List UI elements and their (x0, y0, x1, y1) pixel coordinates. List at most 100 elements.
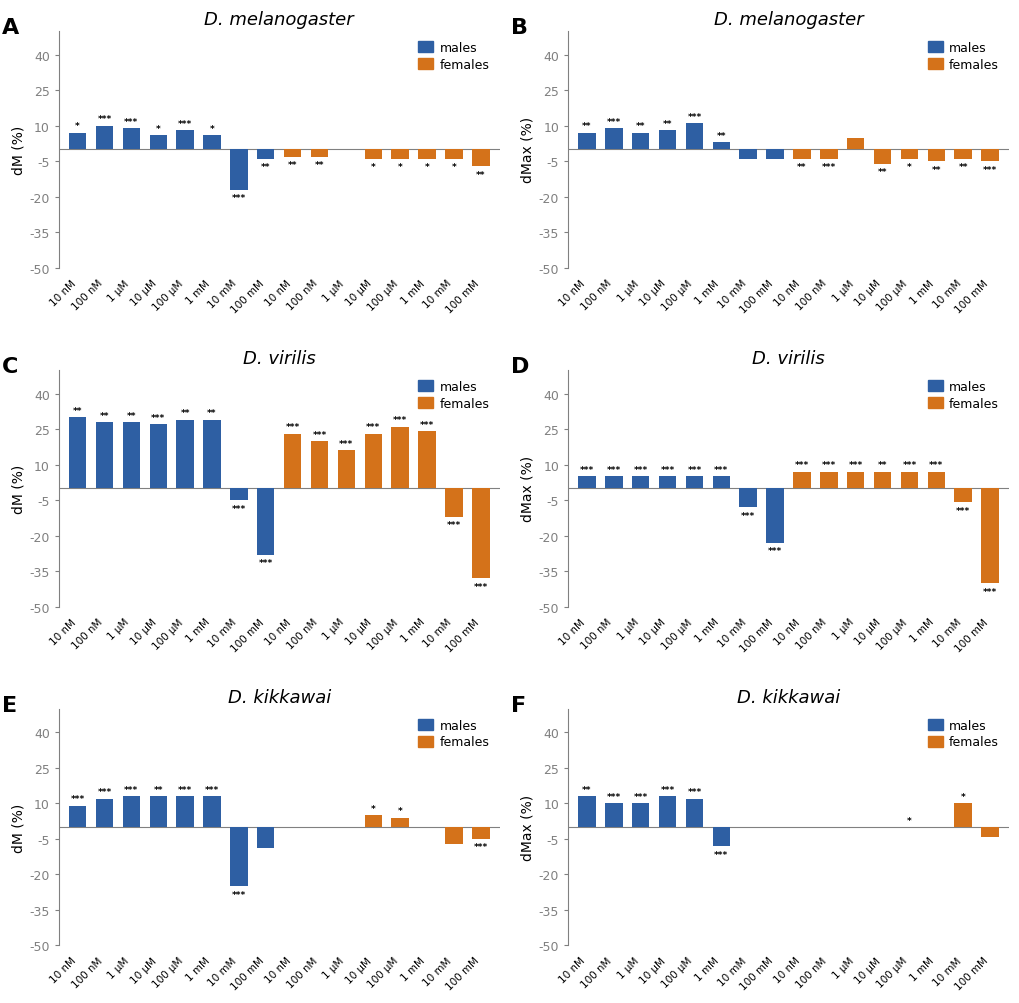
Bar (632, 803, 649, 827)
Bar (873, 472, 891, 488)
Bar (980, 488, 998, 584)
Bar (846, 138, 863, 150)
Bar (203, 136, 220, 150)
Legend: males, females: males, females (415, 38, 493, 75)
Bar (96, 799, 113, 827)
Text: ***: *** (821, 163, 836, 173)
Text: E: E (1, 695, 16, 715)
Text: ***: *** (606, 117, 621, 126)
Text: **: ** (582, 785, 591, 794)
Legend: males, females: males, females (923, 38, 1002, 75)
Legend: males, females: males, females (923, 377, 1002, 414)
Text: ***: *** (821, 460, 836, 469)
Text: ***: *** (124, 785, 139, 794)
Bar (846, 472, 863, 488)
Legend: males, females: males, females (923, 715, 1002, 752)
Bar (658, 796, 676, 827)
Bar (230, 488, 248, 500)
Text: *: * (210, 124, 214, 133)
Bar (765, 488, 783, 544)
Text: ***: *** (848, 460, 862, 469)
Bar (176, 420, 194, 488)
Text: **: ** (958, 163, 967, 173)
Bar (230, 827, 248, 887)
Text: ***: *** (659, 785, 674, 794)
Text: ***: *** (606, 792, 621, 801)
Text: **: ** (582, 122, 591, 131)
Bar (96, 422, 113, 488)
Bar (444, 150, 463, 159)
Text: ***: *** (312, 430, 326, 439)
Bar (444, 488, 463, 518)
Bar (685, 477, 702, 488)
Text: *: * (371, 804, 375, 813)
Bar (418, 150, 435, 159)
Text: ***: *** (97, 787, 111, 796)
Text: ***: *** (579, 465, 593, 474)
Bar (793, 472, 810, 488)
Title: D. melanogaster: D. melanogaster (713, 11, 862, 29)
Bar (632, 477, 649, 488)
Bar (926, 472, 945, 488)
Text: **: ** (126, 411, 136, 420)
Bar (122, 129, 140, 150)
Text: ***: *** (178, 785, 192, 794)
Text: **: ** (207, 409, 217, 418)
Text: ***: *** (982, 165, 997, 175)
Y-axis label: dM (%): dM (%) (11, 802, 25, 852)
Title: D. kikkawai: D. kikkawai (227, 688, 330, 706)
Text: D: D (511, 356, 529, 376)
Bar (658, 477, 676, 488)
Text: ***: *** (713, 465, 728, 474)
Text: ***: *** (982, 587, 997, 596)
Text: *: * (906, 815, 911, 824)
Bar (873, 150, 891, 164)
Title: D. virilis: D. virilis (751, 350, 824, 367)
Y-axis label: dMax (%): dMax (%) (520, 117, 534, 184)
Bar (176, 131, 194, 150)
Title: D. virilis: D. virilis (243, 350, 315, 367)
Bar (712, 827, 730, 847)
Bar (311, 441, 328, 488)
Text: ***: *** (955, 507, 969, 516)
Text: ***: *** (231, 505, 246, 514)
Bar (578, 796, 595, 827)
Bar (712, 143, 730, 150)
Text: ***: *** (151, 413, 165, 422)
Text: ***: *** (70, 794, 85, 803)
Text: **: ** (662, 120, 672, 129)
Bar (739, 488, 756, 508)
Bar (685, 799, 702, 827)
Y-axis label: dM (%): dM (%) (11, 125, 25, 175)
Text: **: ** (180, 409, 190, 418)
Text: ***: *** (285, 423, 300, 432)
Text: ***: *** (473, 582, 487, 591)
Text: ***: *** (633, 465, 647, 474)
Text: ***: *** (687, 787, 701, 796)
Bar (122, 422, 140, 488)
Bar (712, 477, 730, 488)
Text: **: ** (261, 163, 270, 173)
Text: ***: *** (178, 120, 192, 129)
Text: *: * (451, 163, 455, 173)
Bar (444, 827, 463, 844)
Text: **: ** (877, 460, 887, 469)
Text: ***: *** (687, 465, 701, 474)
Text: ***: *** (767, 547, 782, 556)
Text: ***: *** (928, 460, 943, 469)
Text: *: * (397, 163, 403, 173)
Bar (954, 150, 971, 159)
Bar (685, 124, 702, 150)
Bar (604, 477, 622, 488)
Text: ***: *** (366, 423, 380, 432)
Bar (954, 488, 971, 503)
Bar (230, 150, 248, 191)
Bar (900, 472, 917, 488)
Text: **: ** (287, 160, 298, 170)
Text: ***: *** (231, 890, 246, 899)
Text: **: ** (315, 160, 324, 170)
Text: ***: *** (231, 194, 246, 203)
Text: F: F (511, 695, 526, 715)
Text: ***: *** (902, 460, 916, 469)
Bar (257, 150, 274, 159)
